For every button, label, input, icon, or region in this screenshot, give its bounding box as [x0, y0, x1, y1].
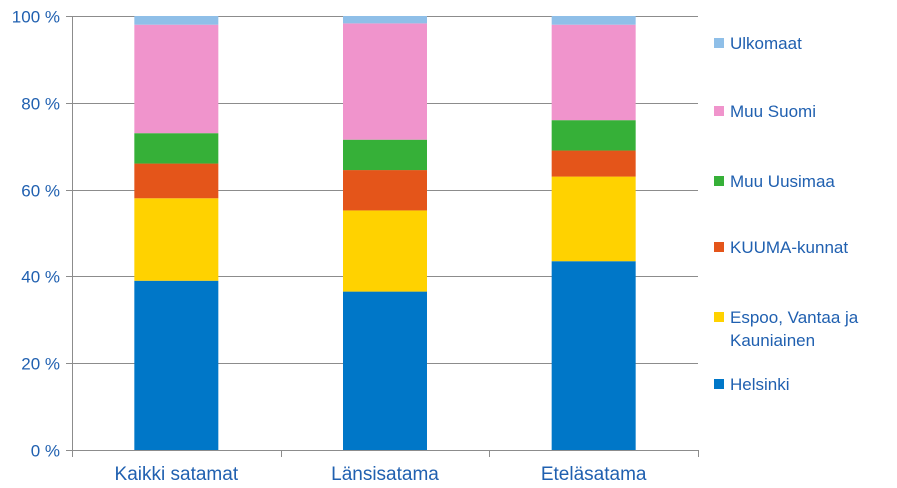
bar-segment-kuuma-kunnat: [134, 163, 219, 199]
bar-segment-ulkomaat: [343, 16, 427, 24]
bar-segment-muu-uusimaa: [343, 139, 427, 171]
legend-swatch: [714, 106, 724, 116]
legend-item: Espoo, Vantaa ja Kauniainen: [714, 306, 895, 352]
legend-item: Ulkomaat: [714, 32, 895, 55]
legend-label: Helsinki: [730, 375, 790, 394]
y-axis-ticks: 0 % 20 % 40 % 60 % 80 % 100 %: [12, 8, 72, 461]
bar-segment-helsinki: [343, 291, 427, 450]
legend-swatch: [714, 176, 724, 186]
bar-segment-espoo-vantaa-ja-kauniainen: [134, 198, 219, 281]
legend-swatch: [714, 312, 724, 322]
bar-segment-ulkomaat: [134, 16, 219, 25]
bar-segment-kuuma-kunnat: [343, 170, 427, 211]
y-tick-label: 100 %: [12, 8, 60, 27]
bar-stacks: [134, 16, 636, 450]
bar-segment-muu-uusimaa: [551, 120, 636, 151]
bar-segment-espoo-vantaa-ja-kauniainen: [343, 210, 427, 292]
bar-segment-helsinki: [551, 261, 636, 450]
legend-swatch: [714, 38, 724, 48]
legend-swatch: [714, 242, 724, 252]
y-tick-label: 40 %: [21, 268, 60, 287]
x-category-label: Länsisatama: [331, 464, 439, 485]
y-tick-label: 0 %: [31, 442, 60, 461]
legend: Ulkomaat Muu Suomi Muu Uusimaa KUUMA-kunnat…: [714, 0, 897, 488]
legend-label: Ulkomaat: [730, 34, 802, 53]
legend-label: KUUMA-kunnat: [730, 238, 849, 257]
bar-segment-muu-suomi: [134, 24, 219, 134]
legend-item: Muu Uusimaa: [714, 170, 895, 193]
bar-segment-muu-suomi: [343, 23, 427, 140]
legend-label: Muu Uusimaa: [730, 172, 835, 191]
bar-segment-muu-suomi: [551, 24, 636, 121]
x-category-label: Kaikki satamat: [115, 464, 239, 485]
bar-segment-muu-uusimaa: [134, 133, 219, 164]
legend-item: KUUMA-kunnat: [714, 236, 895, 259]
y-tick-label: 80 %: [21, 95, 60, 114]
bar-segment-kuuma-kunnat: [551, 150, 636, 177]
legend-item: Helsinki: [714, 373, 895, 396]
legend-swatch: [714, 379, 724, 389]
y-tick-label: 20 %: [21, 355, 60, 374]
x-category-label: Eteläsatama: [541, 464, 647, 485]
bar-segment-helsinki: [134, 280, 219, 450]
x-axis-labels: Kaikki satamat Länsisatama Eteläsatama: [115, 464, 647, 485]
y-tick-label: 60 %: [21, 182, 60, 201]
bar-segment-ulkomaat: [551, 16, 636, 25]
legend-item: Muu Suomi: [714, 100, 895, 123]
legend-label: Muu Suomi: [730, 102, 816, 121]
bar-segment-espoo-vantaa-ja-kauniainen: [551, 176, 636, 262]
axes: [72, 16, 699, 457]
legend-label: Espoo, Vantaa ja Kauniainen: [730, 308, 859, 350]
